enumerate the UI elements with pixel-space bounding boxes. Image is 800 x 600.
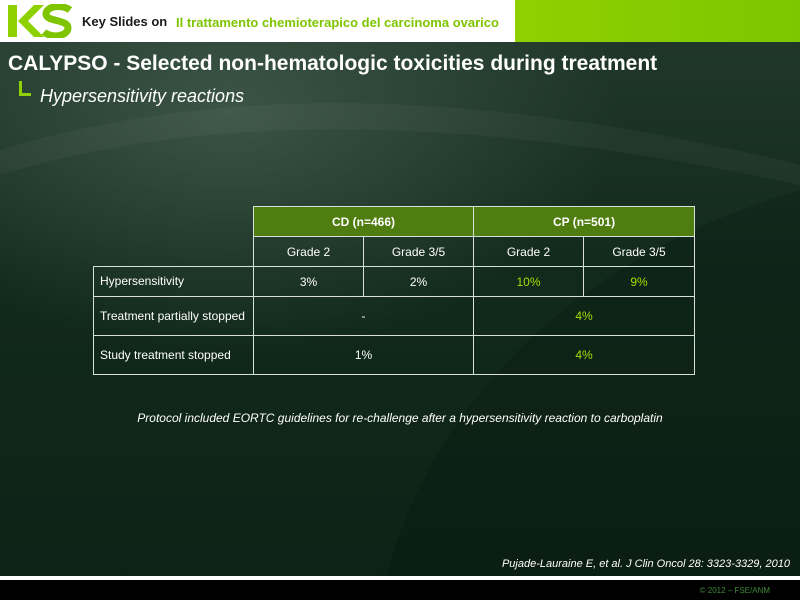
grade-header: Grade 3/5 (582, 236, 696, 267)
slide-subtitle: Hypersensitivity reactions (40, 86, 245, 106)
brand-label: Key Slides on (82, 14, 168, 29)
copyright: © 2012 – FSE/ANM (699, 586, 770, 595)
topic-label: Il trattamento chemioterapico del carcin… (176, 15, 499, 30)
table-row: Hypersensitivity 3% 2% 10% 9% (93, 266, 696, 297)
table-corner (94, 237, 254, 267)
table-cell-merged: 4% (472, 296, 696, 336)
slide-title: CALYPSO - Selected non-hematologic toxic… (8, 52, 658, 75)
table-cell: 2% (363, 266, 474, 297)
group-header-cp: CP (n=501) (472, 206, 696, 237)
table-row: Study treatment stopped 1% 4% (93, 335, 696, 375)
group-header-cd: CD (n=466) (253, 206, 474, 237)
row-label: Treatment partially stopped (93, 296, 254, 336)
row-label: Study treatment stopped (93, 335, 254, 375)
table-cell-merged: 4% (472, 335, 696, 375)
table-grade-header-row: Grade 2 Grade 3/5 Grade 2 Grade 3/5 (94, 236, 696, 267)
grade-header: Grade 2 (253, 236, 364, 267)
grade-header: Grade 3/5 (363, 236, 474, 267)
footer-bar (0, 580, 800, 600)
table-cell: 9% (582, 266, 696, 297)
table-cell: 3% (253, 266, 364, 297)
ks-logo-icon (8, 4, 72, 38)
footer-divider (0, 576, 800, 580)
row-label: Hypersensitivity (93, 266, 254, 297)
table-cell-merged: 1% (253, 335, 474, 375)
table-group-header-row: CD (n=466) CP (n=501) (94, 206, 696, 237)
citation: Pujade-Lauraine E, et al. J Clin Oncol 2… (501, 558, 790, 570)
toxicity-table: CD (n=466) CP (n=501) Grade 2 Grade 3/5 … (93, 206, 696, 375)
table-row: Treatment partially stopped - 4% (93, 296, 696, 336)
header-accent (515, 0, 800, 42)
protocol-note: Protocol included EORTC guidelines for r… (137, 411, 663, 425)
table-cell: 10% (473, 266, 584, 297)
table-cell-merged: - (253, 296, 474, 336)
grade-header: Grade 2 (473, 236, 584, 267)
bullet-arrow-icon (19, 81, 31, 96)
table-corner (94, 207, 254, 237)
header-bar: Key Slides on Il trattamento chemioterap… (0, 0, 800, 42)
